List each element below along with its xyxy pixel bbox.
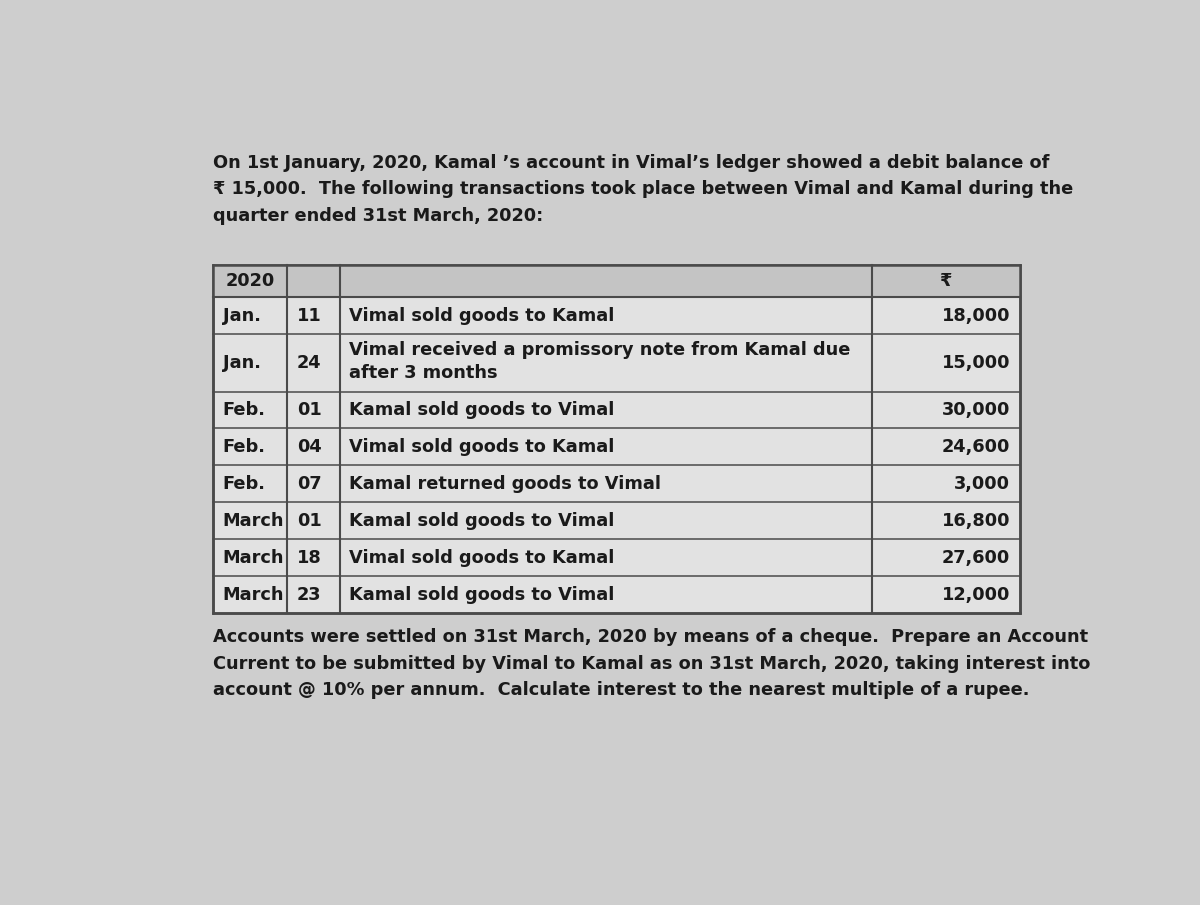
Text: ₹: ₹ — [940, 272, 952, 291]
FancyBboxPatch shape — [214, 264, 1020, 613]
Text: 23: 23 — [296, 586, 322, 604]
Text: Accounts were settled on 31st March, 2020 by means of a cheque.  Prepare an Acco: Accounts were settled on 31st March, 202… — [214, 628, 1088, 646]
Text: Kamal sold goods to Vimal: Kamal sold goods to Vimal — [349, 586, 614, 604]
FancyBboxPatch shape — [214, 264, 1020, 298]
Text: Feb.: Feb. — [222, 401, 265, 419]
Text: Vimal sold goods to Kamal: Vimal sold goods to Kamal — [349, 438, 614, 456]
Text: Kamal returned goods to Vimal: Kamal returned goods to Vimal — [349, 475, 661, 493]
Text: Jan.: Jan. — [222, 307, 260, 325]
Text: On 1st January, 2020, Kamal ’s account in Vimal’s ledger showed a debit balance : On 1st January, 2020, Kamal ’s account i… — [214, 154, 1050, 172]
Text: Feb.: Feb. — [222, 438, 265, 456]
Text: 27,600: 27,600 — [942, 548, 1010, 567]
Text: 01: 01 — [296, 512, 322, 529]
Text: Vimal sold goods to Kamal: Vimal sold goods to Kamal — [349, 548, 614, 567]
Text: 07: 07 — [296, 475, 322, 493]
Text: account @ 10% per annum.  Calculate interest to the nearest multiple of a rupee.: account @ 10% per annum. Calculate inter… — [214, 681, 1030, 700]
Text: after 3 months: after 3 months — [349, 364, 498, 382]
Text: March: March — [222, 512, 284, 529]
Text: March: March — [222, 548, 284, 567]
Text: March: March — [222, 586, 284, 604]
Text: 12,000: 12,000 — [942, 586, 1010, 604]
Text: Kamal sold goods to Vimal: Kamal sold goods to Vimal — [349, 401, 614, 419]
Text: quarter ended 31st March, 2020:: quarter ended 31st March, 2020: — [214, 207, 544, 224]
Text: 04: 04 — [296, 438, 322, 456]
Text: 30,000: 30,000 — [942, 401, 1010, 419]
Text: 15,000: 15,000 — [942, 354, 1010, 372]
Text: Feb.: Feb. — [222, 475, 265, 493]
Text: 11: 11 — [296, 307, 322, 325]
Text: 3,000: 3,000 — [954, 475, 1010, 493]
Text: Vimal received a promissory note from Kamal due: Vimal received a promissory note from Ka… — [349, 341, 851, 358]
Text: 01: 01 — [296, 401, 322, 419]
Text: Current to be submitted by Vimal to Kamal as on 31st March, 2020, taking interes: Current to be submitted by Vimal to Kama… — [214, 655, 1091, 673]
Text: ₹ 15,000.  The following transactions took place between Vimal and Kamal during : ₹ 15,000. The following transactions too… — [214, 180, 1074, 198]
Text: 24,600: 24,600 — [942, 438, 1010, 456]
Text: 18,000: 18,000 — [942, 307, 1010, 325]
Text: Kamal sold goods to Vimal: Kamal sold goods to Vimal — [349, 512, 614, 529]
Text: Jan.: Jan. — [222, 354, 260, 372]
Text: Vimal sold goods to Kamal: Vimal sold goods to Kamal — [349, 307, 614, 325]
Text: 2020: 2020 — [226, 272, 275, 291]
Text: 18: 18 — [296, 548, 322, 567]
Text: 24: 24 — [296, 354, 322, 372]
Text: 16,800: 16,800 — [942, 512, 1010, 529]
